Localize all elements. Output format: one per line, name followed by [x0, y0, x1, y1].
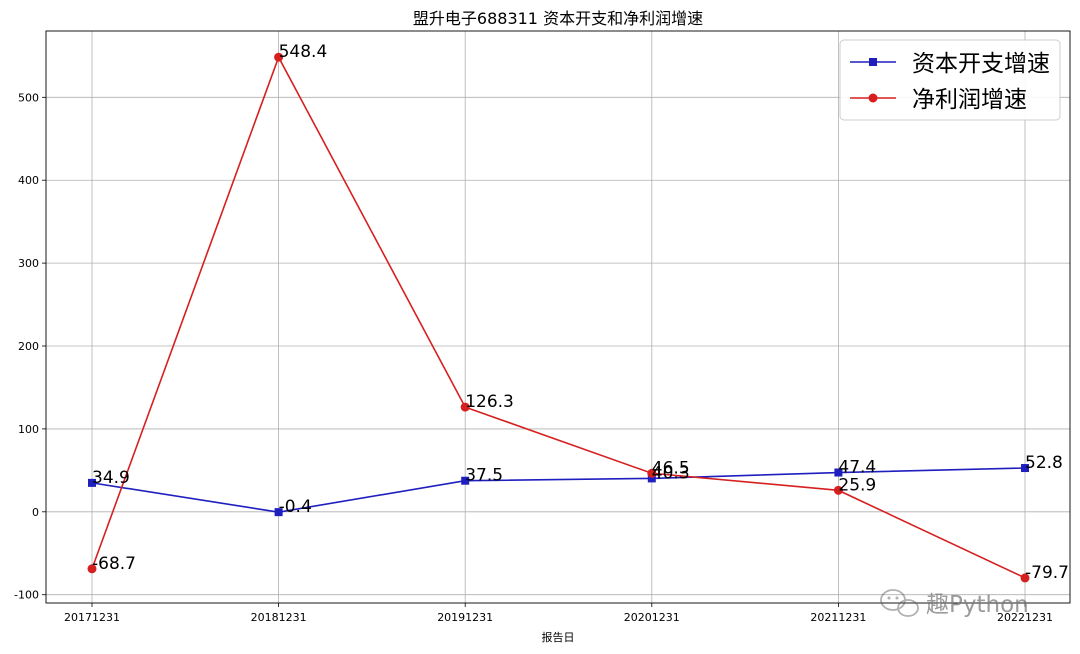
series-layer — [87, 52, 1030, 583]
x-tick-label: 20171231 — [64, 611, 120, 624]
data-point-circle — [833, 485, 843, 495]
data-point-circle — [647, 468, 657, 478]
x-tick-label: 20191231 — [437, 611, 493, 624]
grid-layer — [46, 31, 1070, 603]
data-point-circle — [274, 52, 284, 62]
y-tick-label: 500 — [18, 91, 39, 104]
data-point-square — [647, 474, 656, 483]
x-axis-label: 报告日 — [542, 630, 575, 644]
data-point-square — [834, 468, 843, 477]
y-tick-label: 200 — [18, 340, 39, 353]
x-tick-label: 20211231 — [810, 611, 866, 624]
legend-label: 净利润增速 — [912, 87, 1027, 113]
data-label: 548.4 — [279, 42, 328, 62]
wechat-icon — [880, 589, 919, 617]
wechat-bubble-large — [880, 589, 906, 611]
series-line-1 — [91, 467, 1026, 513]
data-label: -0.4 — [279, 497, 312, 517]
x-tick-label: 20201231 — [624, 611, 680, 624]
watermark: 趣Python — [880, 589, 1029, 618]
data-point-square — [461, 476, 470, 485]
legend-label: 资本开支增速 — [912, 51, 1050, 77]
data-label: 47.4 — [838, 458, 876, 478]
y-tick-label: -100 — [14, 589, 39, 602]
wechat-eye — [895, 596, 899, 600]
plot-frame — [45, 30, 1071, 604]
data-label: 34.9 — [92, 468, 130, 488]
data-label: 46.5 — [652, 458, 690, 478]
data-label: -68.7 — [92, 554, 136, 574]
data-label: 40.3 — [652, 463, 690, 483]
data-point-circle — [87, 564, 97, 574]
legend-marker-square — [869, 58, 877, 66]
wechat-eye — [887, 596, 891, 600]
data-labels-layer: 34.9 -0.4 37.5 40.3 47.4 52.8 -68.7 548.4 126.3 4… — [92, 42, 1069, 583]
data-point-circle — [460, 402, 470, 412]
data-label: 52.8 — [1025, 453, 1063, 473]
legend-box — [839, 39, 1061, 121]
y-tick-label: 300 — [18, 257, 39, 270]
y-tick-label: 0 — [32, 506, 39, 519]
data-point-square — [88, 478, 96, 487]
legend-item: 资本开支增速 — [850, 51, 1050, 77]
legend-item: 净利润增速 — [850, 87, 1027, 113]
wechat-bubble-small — [897, 599, 919, 617]
data-label: 126.3 — [465, 392, 514, 412]
data-label: -79.7 — [1025, 563, 1069, 583]
data-label: 37.5 — [465, 466, 503, 486]
x-tick-label: 20221231 — [997, 611, 1053, 624]
data-point-circle — [1020, 573, 1030, 583]
axes-layer: -100 0 100 200 300 400 500 20171231 20181231 2019… — [14, 30, 1071, 624]
y-tick-label: 400 — [18, 174, 39, 187]
data-point-square — [274, 508, 283, 517]
chart-title: 盟升电子688311 资本开支和净利润增速 — [413, 9, 703, 28]
watermark-text: 趣Python — [926, 592, 1029, 618]
x-tick-label: 20181231 — [251, 611, 307, 624]
data-point-square — [1021, 464, 1029, 473]
series-line-2 — [91, 55, 1026, 579]
y-tick-label: 100 — [18, 423, 39, 436]
legend-marker-circle — [868, 93, 878, 103]
data-label: 25.9 — [838, 475, 876, 495]
